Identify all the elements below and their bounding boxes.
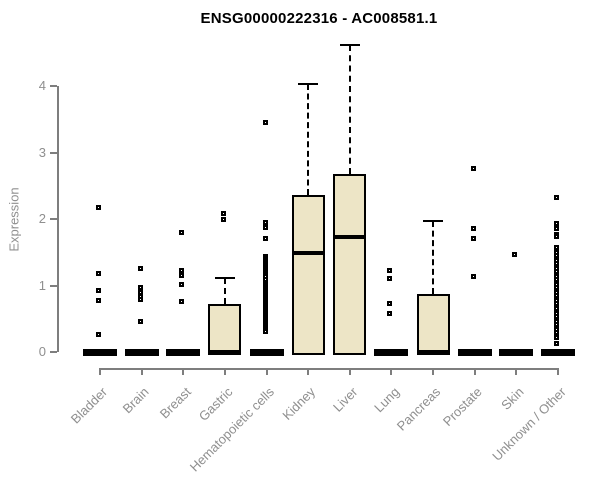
x-tick <box>307 368 310 375</box>
y-tick-label: 1 <box>38 277 46 293</box>
collapsed-box-brain <box>124 349 159 356</box>
outlier-point <box>554 233 560 239</box>
outlier-point <box>554 340 560 346</box>
whisker-cap <box>423 220 444 223</box>
x-tick <box>182 368 185 375</box>
outlier-point <box>387 300 393 306</box>
box-gastric <box>208 303 242 355</box>
y-tick-label: 0 <box>38 344 46 359</box>
outlier-point <box>470 225 476 231</box>
collapsed-box-hematopoietic-cells <box>249 349 284 356</box>
y-tick-label: 2 <box>38 211 46 227</box>
outlier-point <box>387 310 393 316</box>
y-axis-line <box>57 86 59 352</box>
x-category-label: Kidney <box>279 384 319 423</box>
outlier-point <box>262 329 268 335</box>
outlier-point <box>137 296 143 302</box>
collapsed-box-lung <box>374 349 409 356</box>
whisker-cap <box>339 43 360 46</box>
outlier-point <box>179 229 185 235</box>
x-axis-line <box>99 368 560 370</box>
y-tick <box>50 351 57 353</box>
outlier-point <box>137 318 143 324</box>
outlier-point <box>512 252 518 258</box>
outlier-point <box>96 270 101 276</box>
collapsed-box-skin <box>499 349 534 356</box>
chart-title: ENSG00000222316 - AC008581.1 <box>200 10 438 27</box>
outlier-point <box>387 276 393 282</box>
outlier-point <box>262 219 268 225</box>
y-tick-label: 4 <box>38 78 46 94</box>
y-tick <box>50 284 57 287</box>
x-category-label: Pancreas <box>393 384 444 434</box>
x-tick <box>515 368 518 375</box>
x-tick <box>348 368 351 375</box>
x-tick <box>557 368 560 375</box>
box-pancreas <box>416 293 450 355</box>
outlier-point <box>470 235 476 241</box>
outlier-point <box>137 265 143 271</box>
x-category-label: Prostate <box>440 384 486 430</box>
upper-whisker <box>432 221 435 294</box>
median-line <box>208 350 242 354</box>
collapsed-box-breast <box>166 349 201 356</box>
y-tick <box>50 218 57 221</box>
x-category-label: Skin <box>498 384 527 413</box>
x-tick <box>390 368 393 375</box>
y-tick-label: 3 <box>38 144 46 160</box>
x-category-label: Brain <box>119 384 152 417</box>
collapsed-box-unknown-other <box>541 349 576 356</box>
whisker-cap <box>214 276 235 279</box>
upper-whisker <box>348 44 351 175</box>
x-category-label: Lung <box>370 384 402 416</box>
x-tick <box>432 368 435 375</box>
outlier-point <box>554 226 560 232</box>
outlier-point <box>262 119 268 125</box>
y-tick <box>50 85 57 88</box>
upper-whisker <box>307 84 310 196</box>
y-tick <box>50 151 57 154</box>
x-tick <box>99 368 101 375</box>
outlier-point <box>179 267 185 273</box>
outlier-point <box>179 272 185 278</box>
x-category-label: Gastric <box>195 384 236 424</box>
outlier-point <box>262 225 268 231</box>
median-line <box>291 251 325 256</box>
outlier-point <box>96 288 101 294</box>
outlier-point <box>470 166 476 172</box>
x-category-label: Bladder <box>68 384 111 427</box>
x-tick <box>265 368 268 375</box>
outlier-point <box>262 236 268 242</box>
median-line <box>333 235 367 240</box>
outlier-point <box>554 195 560 201</box>
outlier-point <box>554 335 560 341</box>
x-category-label: Liver <box>329 384 361 415</box>
outlier-point <box>179 298 185 304</box>
whisker-cap <box>298 83 319 86</box>
box-kidney <box>291 195 325 355</box>
x-tick <box>223 368 226 375</box>
outlier-point <box>220 210 226 216</box>
outlier-point <box>387 267 393 273</box>
outlier-point <box>470 274 476 280</box>
outlier-point <box>179 282 185 288</box>
collapsed-box-prostate <box>457 349 492 356</box>
box-liver <box>333 174 367 355</box>
outlier-point <box>96 297 101 303</box>
median-line <box>416 350 450 354</box>
x-category-label: Unknown / Other <box>488 384 569 464</box>
collapsed-box-bladder <box>83 349 117 356</box>
x-tick <box>140 368 143 375</box>
outlier-point <box>96 332 101 338</box>
outlier-point <box>96 204 101 210</box>
upper-whisker <box>223 277 226 304</box>
x-category-label: Breast <box>156 384 194 422</box>
outlier-point <box>220 216 226 222</box>
x-tick <box>473 368 476 375</box>
